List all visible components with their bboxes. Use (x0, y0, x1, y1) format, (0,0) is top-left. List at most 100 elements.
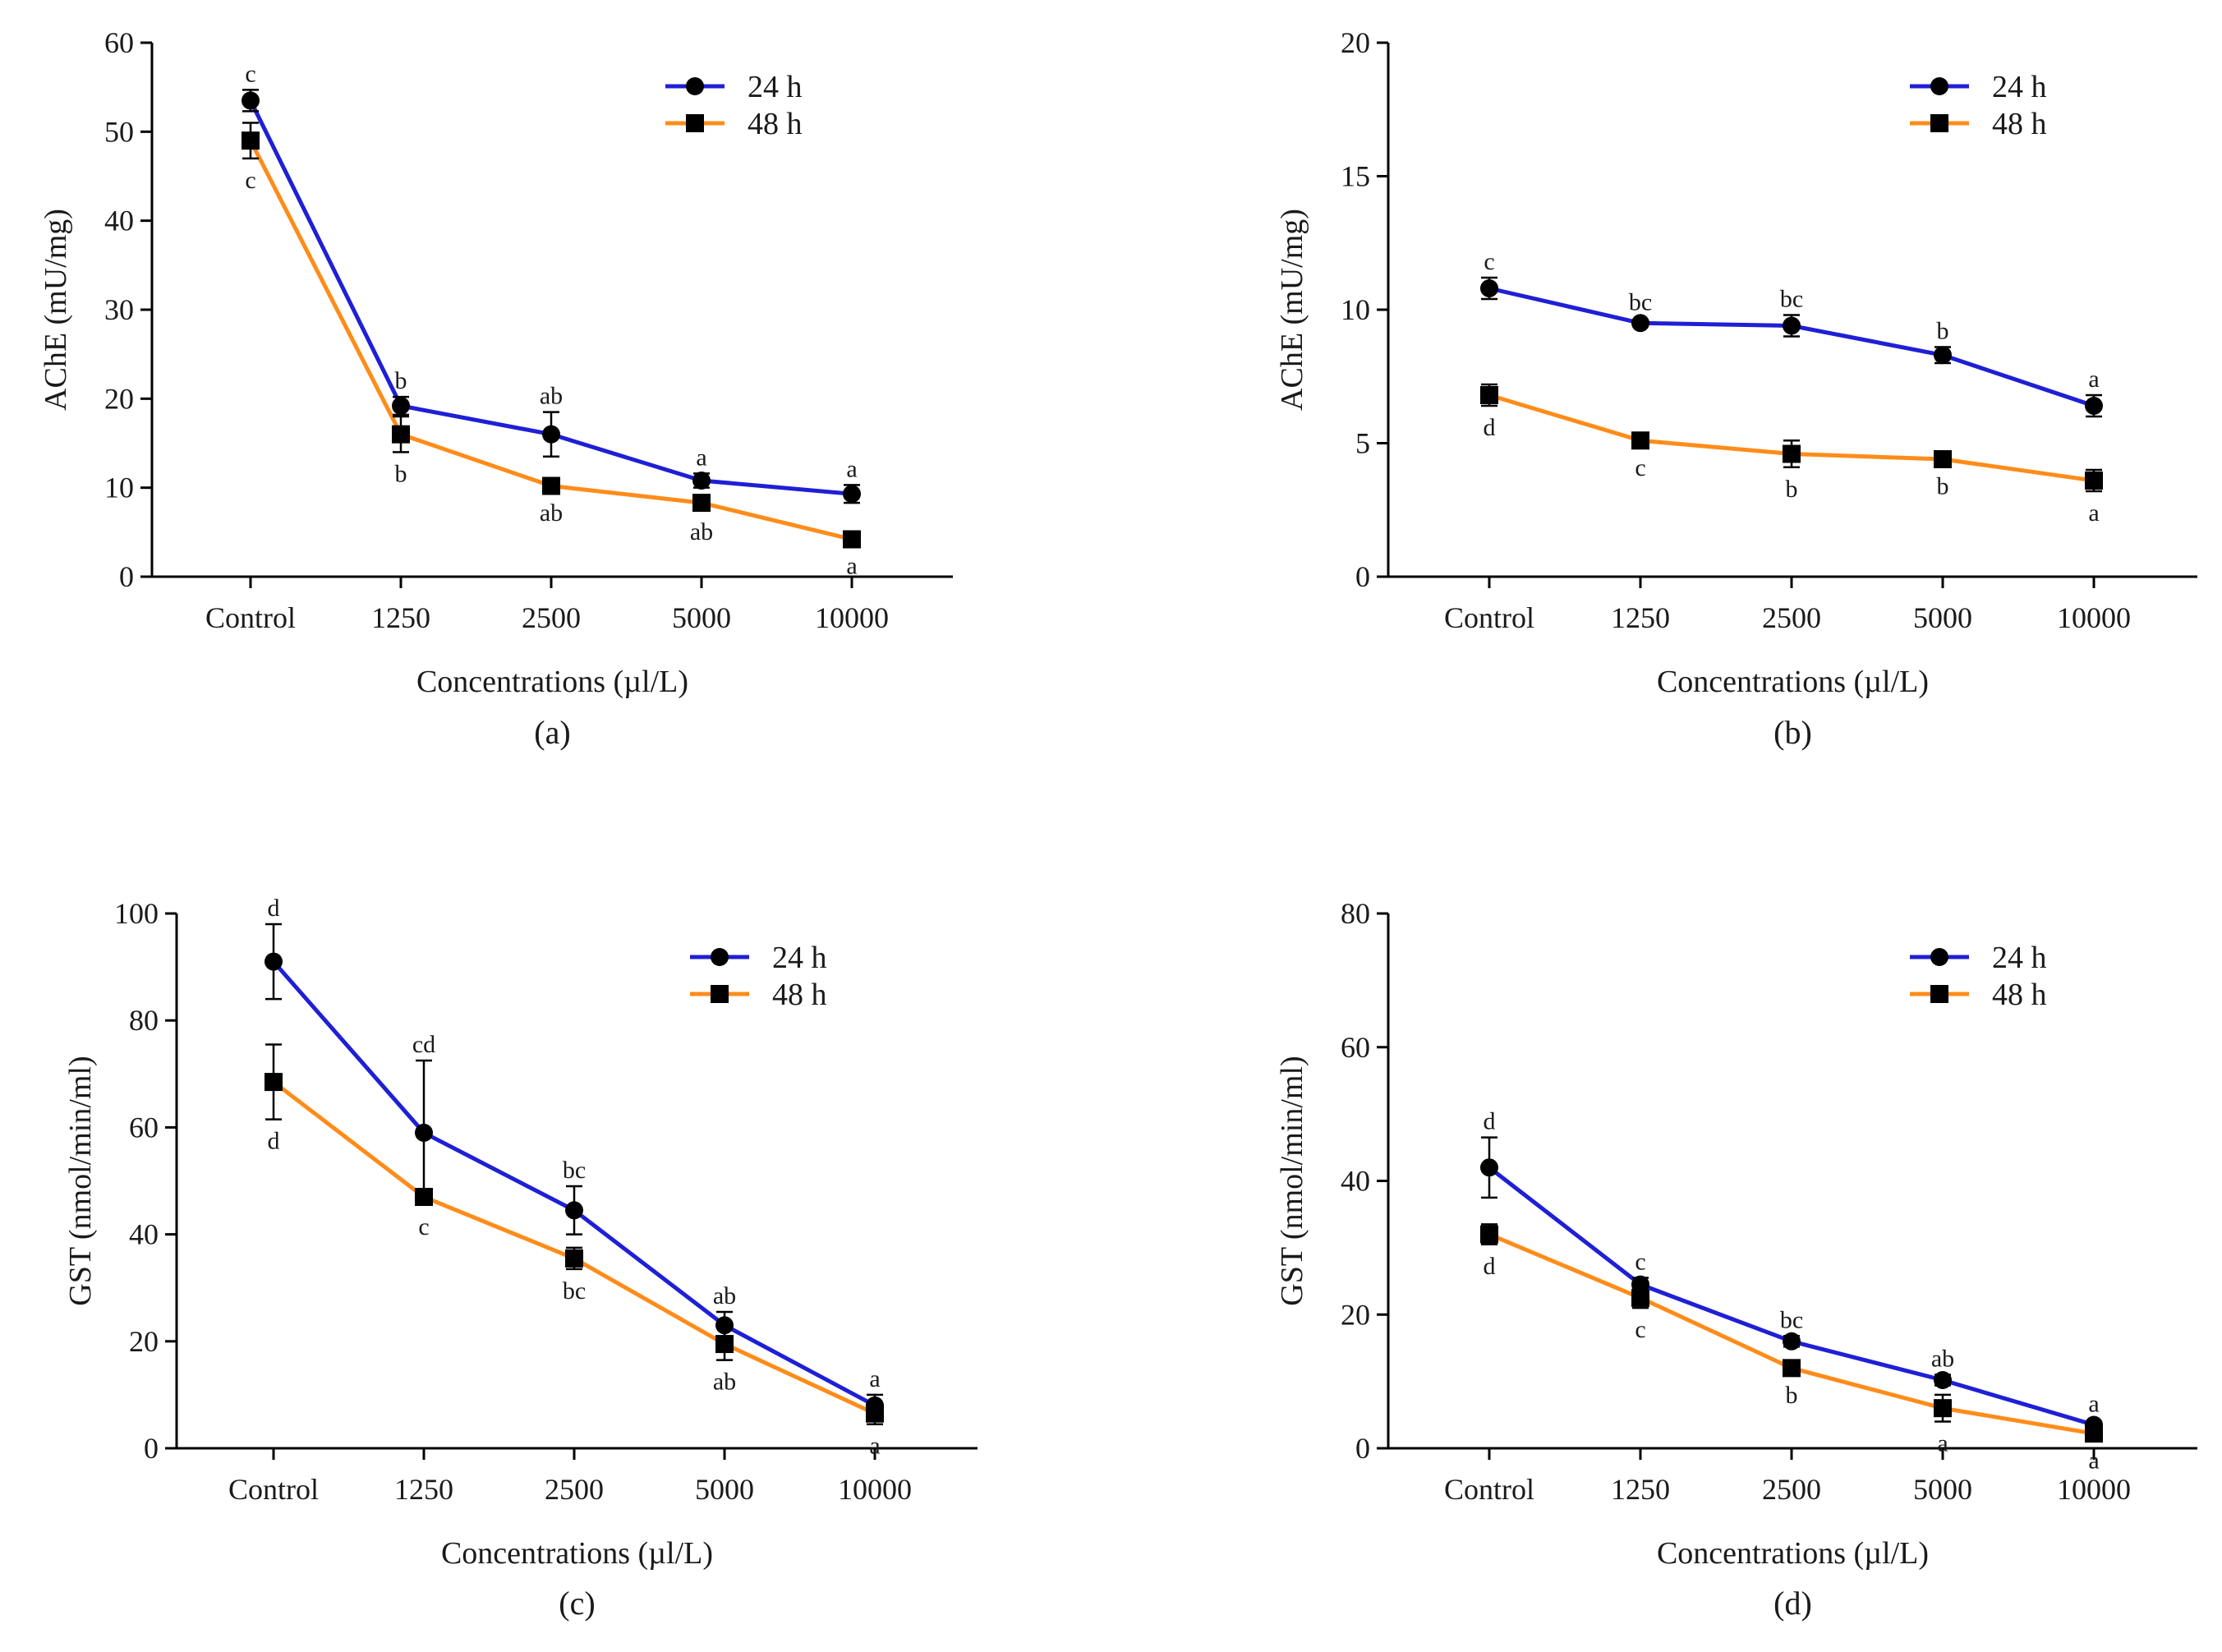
data-point-circle (2085, 397, 2103, 415)
significance-letter: ab (690, 518, 713, 545)
data-point-circle (415, 1123, 433, 1142)
data-point-square (242, 131, 260, 150)
data-point-square (843, 530, 861, 549)
x-tick-label: 5000 (1913, 1473, 1972, 1506)
data-point-circle (1783, 1332, 1801, 1351)
y-tick-label: 0 (144, 1432, 159, 1465)
y-tick-label: 40 (1341, 1165, 1370, 1198)
x-axis-label: Concentrations (µl/L) (441, 1536, 713, 1571)
panel-caption: (c) (559, 1585, 595, 1622)
significance-letter: b (1937, 318, 1949, 345)
significance-letter: bc (1629, 288, 1652, 315)
data-point-circle (1480, 1158, 1498, 1177)
data-point-circle (1934, 1370, 1952, 1389)
significance-letter: a (2088, 1447, 2099, 1475)
x-tick-label: Control (1444, 601, 1534, 634)
series-24-h: c bc bc b a (1480, 248, 2103, 418)
significance-letter: ab (540, 499, 563, 527)
y-axis-label: GST (nmol/min/ml) (63, 1056, 98, 1305)
significance-letter: a (1937, 1429, 1948, 1456)
legend-label: 48 h (748, 107, 803, 141)
data-point-circle (1783, 316, 1801, 335)
y-tick-label: 50 (104, 115, 134, 148)
panel-caption: (a) (534, 714, 570, 751)
legend-label: 48 h (1992, 978, 2047, 1012)
significance-letter: b (395, 367, 407, 394)
data-point-square (1631, 431, 1649, 450)
legend: 24 h48 h (665, 70, 803, 141)
legend-marker-square (1930, 114, 1948, 132)
legend-label: 24 h (1992, 70, 2047, 104)
chart-panel-2: 0 20 40 60 80 100 Control 1250 2500 5000 10000 Conc… (63, 895, 978, 1622)
significance-letter: d (1484, 1253, 1496, 1280)
y-tick-label: 20 (129, 1325, 159, 1358)
data-point-circle (715, 1316, 734, 1335)
y-tick-label: 30 (104, 293, 134, 326)
y-axis-label: AChE (mU/mg) (39, 209, 73, 411)
legend-label: 48 h (1992, 107, 2047, 141)
x-tick-label: 10000 (838, 1473, 912, 1506)
y-tick-label: 5 (1355, 427, 1370, 460)
x-tick-label: 1250 (1611, 601, 1670, 634)
chart-panel-1: 0 5 10 15 20 Control 1250 2500 5000 10000 Concentr… (1275, 26, 2197, 751)
data-point-circle (1631, 1275, 1649, 1294)
x-tick-label: Control (1444, 1473, 1534, 1506)
data-point-square (565, 1249, 583, 1268)
legend-label: 24 h (772, 941, 827, 975)
x-tick-label: 1250 (371, 601, 430, 634)
significance-letter: c (1484, 248, 1494, 275)
data-point-square (392, 425, 410, 444)
y-axis-label: AChE (mU/mg) (1275, 209, 1309, 411)
x-tick-label: 2500 (1762, 1473, 1821, 1506)
significance-letter: d (1484, 1108, 1496, 1135)
significance-letter: c (418, 1213, 429, 1240)
data-point-square (542, 476, 560, 495)
y-tick-label: 20 (104, 382, 134, 415)
x-tick-label: Control (228, 1473, 319, 1506)
x-tick-label: 5000 (1913, 601, 1972, 634)
significance-letter: ab (540, 383, 563, 410)
x-tick-label: 1250 (1611, 1473, 1670, 1506)
significance-letter: a (2088, 1391, 2099, 1418)
data-point-circle (866, 1396, 884, 1415)
significance-letter: c (245, 60, 255, 87)
x-tick-label: 10000 (2057, 1473, 2131, 1506)
y-tick-label: 10 (1341, 293, 1370, 326)
significance-letter: ab (713, 1369, 736, 1396)
y-tick-label: 0 (1355, 560, 1370, 593)
y-tick-label: 0 (119, 560, 134, 593)
significance-letter: a (846, 553, 857, 580)
panel-caption: (d) (1773, 1585, 1812, 1622)
significance-letter: bc (1780, 1306, 1803, 1333)
significance-letter: b (395, 460, 407, 487)
x-axis-label: Concentrations (µl/L) (416, 665, 688, 699)
y-tick-label: 40 (129, 1218, 159, 1251)
data-point-circle (242, 91, 260, 110)
data-point-circle (392, 397, 410, 415)
x-tick-label: 2500 (545, 1473, 604, 1506)
x-axis-label: Concentrations (µl/L) (1657, 665, 1929, 699)
panel-caption: (b) (1773, 714, 1812, 751)
y-tick-label: 40 (104, 205, 134, 237)
chart-panel-0: 0 10 20 30 40 50 60 Control 1250 2500 5000 10000 Con… (39, 26, 953, 751)
significance-letter: bc (563, 1277, 586, 1305)
significance-letter: a (696, 444, 706, 471)
legend-marker-circle (686, 77, 704, 95)
x-tick-label: 2500 (522, 601, 581, 634)
y-tick-label: 60 (1341, 1031, 1370, 1064)
y-tick-label: 0 (1355, 1432, 1370, 1465)
legend-marker-circle (1930, 77, 1948, 95)
data-point-circle (843, 485, 861, 504)
series-24-h: c b ab a a (242, 60, 861, 504)
y-tick-label: 100 (114, 897, 159, 930)
data-point-square (265, 1073, 283, 1092)
legend: 24 h48 h (690, 941, 827, 1012)
legend-marker-circle (1930, 948, 1948, 966)
data-point-square (1631, 1288, 1649, 1307)
significance-letter: a (869, 1365, 880, 1392)
data-point-circle (542, 425, 560, 444)
data-point-circle (692, 472, 711, 490)
legend: 24 h48 h (1910, 70, 2047, 141)
y-axis-label: GST (nmol/min/ml) (1275, 1056, 1309, 1305)
